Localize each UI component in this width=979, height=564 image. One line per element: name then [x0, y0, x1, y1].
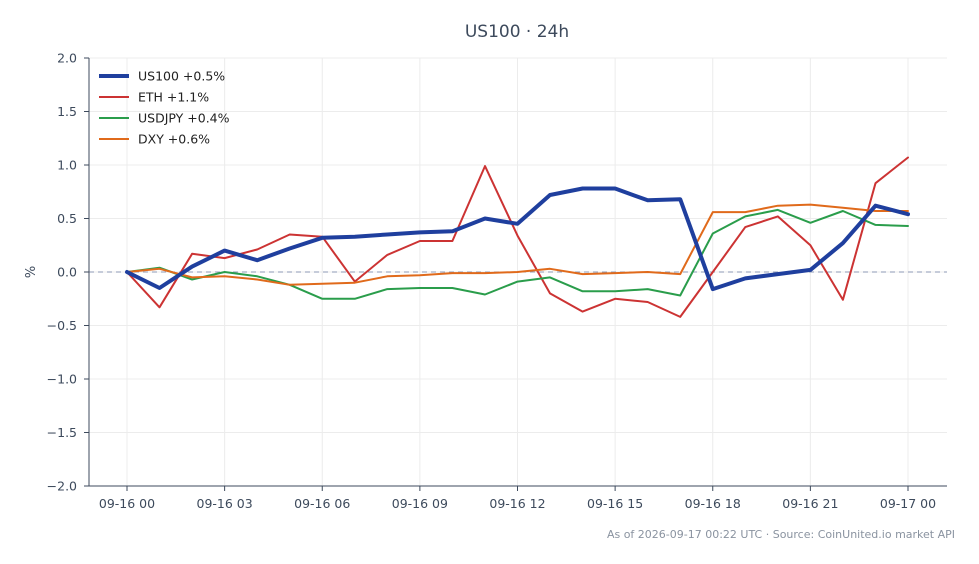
x-tick-label: 09-17 00	[880, 496, 936, 511]
legend-entry: ETH +1.1%	[138, 90, 209, 105]
legend-entry: USDJPY +0.4%	[138, 111, 230, 126]
series-line-1	[126, 156, 909, 318]
x-tick-label: 09-16 15	[587, 496, 643, 511]
y-tick-label: −1.5	[47, 425, 77, 440]
y-tick-label: −2.0	[47, 479, 77, 494]
x-tick-label: 09-16 09	[392, 496, 448, 511]
y-tick-label: 1.5	[57, 104, 77, 119]
y-tick-label: 2.0	[57, 51, 77, 66]
series-line-2	[126, 208, 909, 300]
x-tick-label: 09-16 18	[685, 496, 741, 511]
y-tick-label: −1.0	[47, 372, 77, 387]
y-tick-labels: 2.0 1.5 1.0 0.5 0.0 −0.5 −1.0 −1.5 −2.0	[47, 51, 89, 494]
series-lines	[125, 156, 910, 318]
x-tick-label: 09-16 12	[489, 496, 545, 511]
series-line-3	[126, 203, 909, 286]
footer-source-note: As of 2026-09-17 00:22 UTC · Source: Coi…	[607, 528, 955, 541]
chart-title: US100 · 24h	[465, 22, 569, 42]
legend-entry: DXY +0.6%	[138, 132, 210, 147]
y-tick-label: 0.0	[57, 265, 77, 280]
series-line-0	[125, 186, 910, 292]
y-tick-label: 0.5	[57, 211, 77, 226]
x-tick-labels: 09-16 00 09-16 03 09-16 06 09-16 09 09-16 12…	[99, 486, 936, 511]
legend: US100 +0.5% ETH +1.1% USDJPY +0.4% DXY +0.6…	[99, 69, 230, 147]
y-axis-label: %	[24, 266, 39, 278]
y-tick-label: −0.5	[47, 318, 77, 333]
y-tick-label: 1.0	[57, 158, 77, 173]
x-tick-label: 09-16 00	[99, 496, 155, 511]
x-tick-label: 09-16 06	[294, 496, 350, 511]
legend-entry: US100 +0.5%	[138, 69, 225, 84]
x-tick-label: 09-16 03	[197, 496, 253, 511]
x-tick-label: 09-16 21	[782, 496, 838, 511]
